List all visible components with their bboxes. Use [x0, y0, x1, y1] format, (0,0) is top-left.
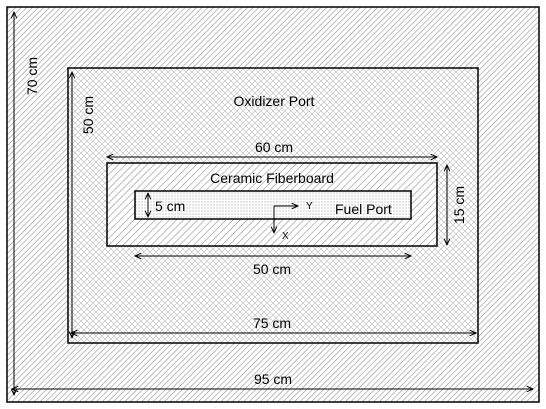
fuel-width-label: 50 cm	[253, 261, 291, 277]
ceramic-fiberboard-label: Ceramic Fiberboard	[210, 170, 334, 186]
outer-height-label: 70 cm	[24, 57, 40, 95]
outer-width-label: 95 cm	[254, 371, 292, 387]
x-axis-label: X	[282, 231, 289, 242]
oxidizer-width-label: 75 cm	[253, 315, 291, 331]
fuel-port-region	[134, 190, 412, 220]
fuel-height-label: 5 cm	[155, 198, 185, 214]
ceramic-width-label: 60 cm	[255, 139, 293, 155]
fuel-port-label: Fuel Port	[335, 201, 392, 217]
oxidizer-height-label: 50 cm	[80, 96, 96, 134]
ceramic-height-label: 15 cm	[451, 186, 467, 224]
y-axis-label: Y	[306, 201, 313, 212]
oxidizer-port-label: Oxidizer Port	[234, 93, 315, 109]
